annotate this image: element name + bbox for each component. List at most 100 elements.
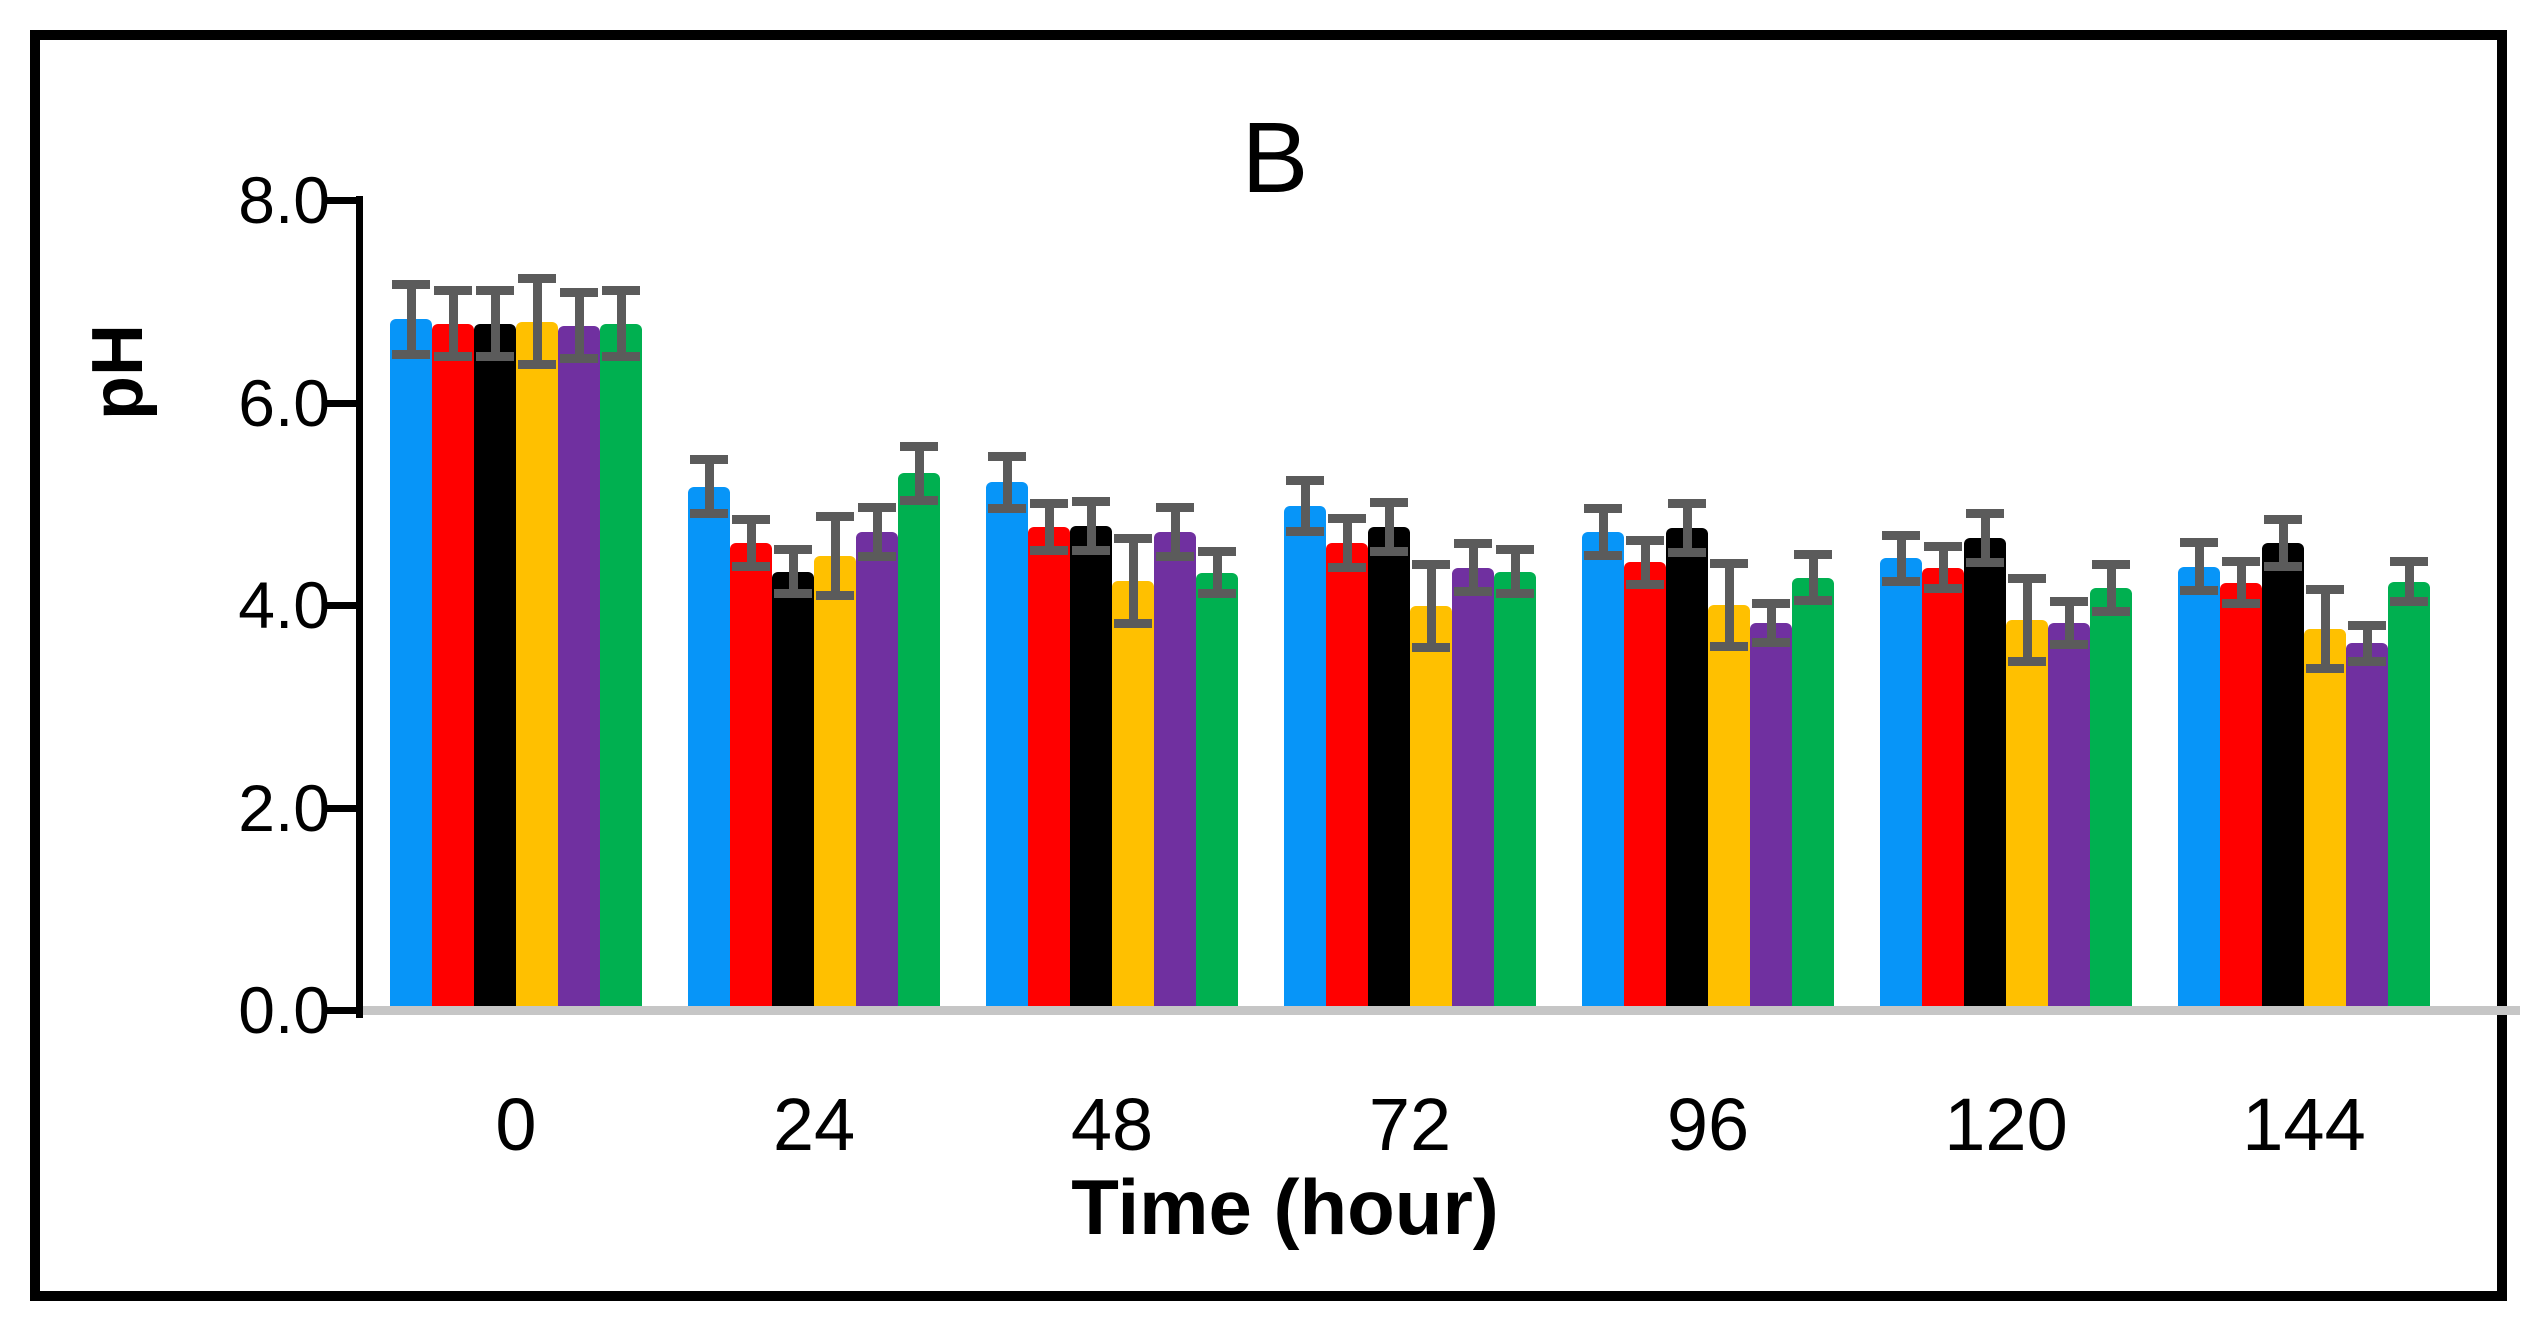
bar-red-144h: [2220, 582, 2262, 1015]
bar-purple-24h: [856, 532, 898, 1015]
error-bar-bottom-cap-purple-120h: [2050, 639, 2088, 649]
error-bar-line-green-72h: [1510, 549, 1520, 594]
error-bar-bottom-cap-blue-48h: [988, 504, 1026, 514]
error-bar-top-cap-blue-120h: [1882, 530, 1920, 540]
error-bar-top-cap-blue-24h: [690, 454, 728, 464]
error-bar-bottom-cap-black-120h: [1966, 557, 2004, 567]
error-bar-top-cap-purple-120h: [2050, 597, 2088, 607]
bar-purple-0h: [558, 325, 600, 1015]
error-bar-top-cap-yellow-144h: [2306, 585, 2344, 595]
error-bar-top-cap-green-24h: [900, 441, 938, 451]
bar-blue-48h: [986, 482, 1028, 1015]
bar-black-144h: [2262, 543, 2304, 1015]
bar-green-144h: [2388, 581, 2430, 1015]
error-bar-line-green-144h: [2404, 561, 2414, 602]
error-bar-line-red-96h: [1640, 540, 1650, 585]
error-bar-line-purple-72h: [1468, 543, 1478, 592]
bar-yellow-144h: [2304, 629, 2346, 1015]
error-bar-top-cap-yellow-48h: [1114, 533, 1152, 543]
error-bar-top-cap-purple-48h: [1156, 503, 1194, 513]
bar-red-48h: [1028, 527, 1070, 1015]
error-bar-line-purple-0h: [574, 292, 584, 359]
error-bar-line-purple-24h: [872, 507, 882, 557]
error-bar-bottom-cap-blue-144h: [2180, 586, 2218, 596]
error-bar-bottom-cap-green-96h: [1794, 596, 1832, 606]
y-tick-2.0: [322, 804, 363, 812]
error-bar-line-green-120h: [2106, 564, 2116, 612]
y-tick-label-8.0: 8.0: [238, 163, 330, 237]
y-tick-label-2.0: 2.0: [238, 770, 330, 845]
error-bar-line-yellow-72h: [1426, 564, 1436, 648]
error-bar-bottom-cap-green-48h: [1198, 589, 1236, 599]
x-tick-label-144: 144: [2242, 1083, 2366, 1166]
error-bar-bottom-cap-black-72h: [1370, 546, 1408, 556]
error-bar-top-cap-purple-144h: [2348, 620, 2386, 630]
bar-green-72h: [1494, 571, 1536, 1015]
bar-black-120h: [1964, 538, 2006, 1015]
error-bar-top-cap-green-96h: [1794, 549, 1832, 559]
bar-red-120h: [1922, 567, 1964, 1015]
error-bar-bottom-cap-green-24h: [900, 496, 938, 506]
error-bar-line-blue-0h: [406, 284, 416, 355]
error-bar-bottom-cap-blue-0h: [392, 350, 430, 360]
error-bar-top-cap-green-48h: [1198, 546, 1236, 556]
error-bar-line-purple-144h: [2362, 625, 2372, 662]
error-bar-top-cap-red-0h: [434, 285, 472, 295]
bar-yellow-24h: [814, 556, 856, 1015]
error-bar-top-cap-black-0h: [476, 285, 514, 295]
error-bar-top-cap-red-120h: [1924, 541, 1962, 551]
error-bar-bottom-cap-red-48h: [1030, 545, 1068, 555]
error-bar-bottom-cap-purple-96h: [1752, 637, 1790, 647]
error-bar-bottom-cap-red-144h: [2222, 599, 2260, 609]
error-bar-bottom-cap-yellow-48h: [1114, 618, 1152, 628]
error-bar-line-blue-96h: [1598, 508, 1608, 556]
x-axis-label: Time (hour): [1071, 1163, 1499, 1251]
error-bar-line-red-144h: [2236, 561, 2246, 604]
error-bar-line-yellow-0h: [532, 278, 542, 365]
bar-blue-72h: [1284, 505, 1326, 1015]
error-bar-line-yellow-120h: [2022, 578, 2032, 662]
error-bar-bottom-cap-purple-72h: [1454, 587, 1492, 597]
error-bar-top-cap-green-120h: [2092, 560, 2130, 569]
x-tick-label-120: 120: [1944, 1083, 2068, 1166]
x-tick-label-96: 96: [1666, 1083, 1750, 1166]
bar-red-72h: [1326, 543, 1368, 1015]
error-bar-top-cap-yellow-96h: [1710, 558, 1748, 568]
bar-black-48h: [1070, 526, 1112, 1015]
error-bar-top-cap-black-72h: [1370, 498, 1408, 508]
error-bar-bottom-cap-purple-144h: [2348, 657, 2386, 667]
error-bar-top-cap-yellow-0h: [518, 274, 556, 284]
error-bar-line-green-24h: [914, 446, 924, 501]
error-bar-bottom-cap-yellow-144h: [2306, 664, 2344, 674]
error-bar-bottom-cap-black-48h: [1072, 545, 1110, 555]
error-bar-line-green-0h: [616, 290, 626, 357]
error-bar-top-cap-purple-0h: [560, 287, 598, 297]
error-bar-line-yellow-96h: [1724, 563, 1734, 647]
error-bar-top-cap-blue-96h: [1584, 504, 1622, 514]
error-bar-line-purple-48h: [1170, 507, 1180, 557]
bar-blue-24h: [688, 486, 730, 1015]
error-bar-line-green-96h: [1808, 554, 1818, 601]
x-axis-baseline: [363, 1006, 2520, 1015]
error-bar-bottom-cap-purple-24h: [858, 551, 896, 561]
bar-purple-144h: [2346, 643, 2388, 1015]
error-bar-line-purple-96h: [1766, 603, 1776, 643]
y-tick-label-0.0: 0.0: [238, 973, 330, 1047]
bar-yellow-72h: [1410, 606, 1452, 1015]
error-bar-top-cap-red-48h: [1030, 499, 1068, 509]
error-bar-line-red-48h: [1044, 503, 1054, 551]
error-bar-bottom-cap-blue-120h: [1882, 577, 1920, 587]
error-bar-top-cap-black-120h: [1966, 509, 2004, 519]
error-bar-top-cap-purple-72h: [1454, 538, 1492, 548]
x-tick-label-24: 24: [772, 1083, 856, 1166]
y-tick-label-4.0: 4.0: [238, 568, 330, 642]
error-bar-top-cap-yellow-72h: [1412, 560, 1450, 569]
error-bar-top-cap-green-0h: [602, 285, 640, 295]
error-bar-line-blue-24h: [704, 459, 714, 514]
error-bar-bottom-cap-red-96h: [1626, 580, 1664, 590]
bar-green-96h: [1792, 577, 1834, 1015]
error-bar-top-cap-blue-48h: [988, 451, 1026, 461]
error-bar-bottom-cap-green-144h: [2390, 597, 2428, 607]
bar-blue-0h: [390, 319, 432, 1015]
error-bar-bottom-cap-yellow-96h: [1710, 642, 1748, 651]
